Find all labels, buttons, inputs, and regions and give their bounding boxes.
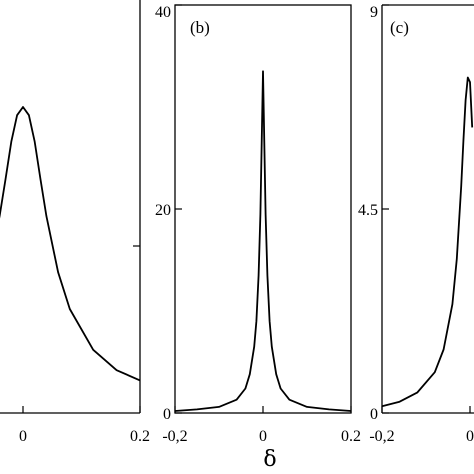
- panel-b-frame: [174, 4, 352, 414]
- panel-c-x-tick-label: 0: [466, 428, 474, 445]
- x-axis-label: δ: [263, 447, 276, 472]
- panel-c-x-tick-labels: -0,2 0: [369, 428, 474, 445]
- panel-c-y-tick-labels: 04.59: [358, 4, 378, 423]
- panel-b-y-tick-label: 40: [155, 4, 171, 21]
- panel-c-curve: [381, 76, 474, 408]
- panel-b-y-ticks: [175, 4, 182, 414]
- panel-a: 0 0.2: [0, 0, 150, 445]
- panel-b-curve: [174, 70, 352, 412]
- panel-c-x-ticks: [381, 406, 471, 413]
- panel-b-y-tick-label: 20: [155, 202, 171, 219]
- panel-b-x-tick-labels: -0,2 0 0.2: [162, 428, 361, 445]
- panel-c-x-tick-label: -0,2: [369, 428, 394, 445]
- panel-b-label: (b): [190, 18, 210, 37]
- panel-b-x-tick-label: 0.2: [341, 428, 361, 445]
- panel-a-x-tick-label: 0.2: [130, 428, 150, 445]
- panel-a-x-tick-label: 0: [19, 428, 27, 445]
- panel-b: (b) -0,2 0 0.2 0 20 40: [155, 4, 361, 445]
- panel-c-y-tick-label: 9: [370, 4, 378, 21]
- panel-c-y-tick-label: 0: [370, 406, 378, 423]
- panel-b-y-tick-labels: 0 20 40: [155, 4, 171, 423]
- panel-c-label: (c): [390, 18, 409, 37]
- panel-b-y-tick-label: 0: [163, 406, 171, 423]
- panel-a-x-ticks: [22, 406, 141, 413]
- panel-b-x-tick-label: -0,2: [162, 428, 187, 445]
- panel-c: (c) -0,2 0 04.59: [358, 4, 474, 445]
- panel-a-curve: [0, 106, 141, 382]
- panel-b-x-tick-label: 0: [259, 428, 267, 445]
- panel-b-x-ticks: [174, 406, 352, 413]
- panel-a-x-tick-labels: 0 0.2: [19, 428, 150, 445]
- panel-c-y-tick-label: 4.5: [358, 202, 378, 219]
- panel-c-y-ticks: [382, 4, 389, 414]
